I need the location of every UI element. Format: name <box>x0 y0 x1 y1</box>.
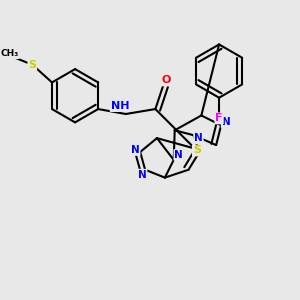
Text: S: S <box>193 146 201 155</box>
Text: N: N <box>174 150 183 160</box>
Text: CH₃: CH₃ <box>1 49 19 58</box>
Text: N: N <box>222 117 230 128</box>
Text: S: S <box>28 60 36 70</box>
Text: N: N <box>138 170 146 180</box>
Text: O: O <box>161 76 171 85</box>
Text: N: N <box>194 133 203 143</box>
Text: N: N <box>131 145 140 155</box>
Text: NH: NH <box>111 101 129 111</box>
Text: F: F <box>215 113 223 123</box>
